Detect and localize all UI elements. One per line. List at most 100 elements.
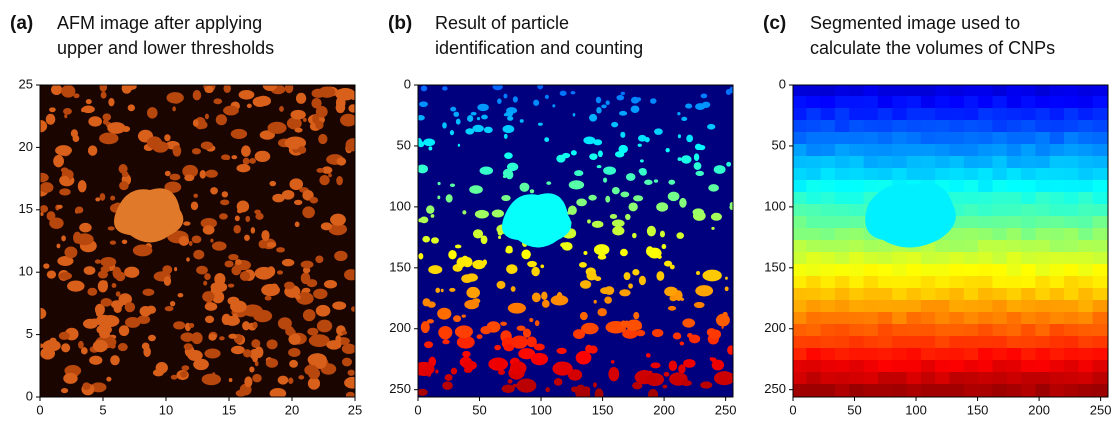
particle [61,343,71,353]
segment [834,240,852,254]
segment [1078,312,1095,326]
particle [667,305,677,311]
particle [645,246,654,257]
particle [533,343,545,351]
particle [603,166,617,175]
particle [619,248,628,257]
particle [674,290,683,301]
segment [834,85,852,98]
particle [552,361,573,376]
segment [1006,192,1024,206]
segment [1049,228,1067,242]
segment [963,216,981,230]
segment [820,156,837,170]
particle [164,134,171,142]
particle [665,147,670,153]
segment [963,252,981,266]
segment [1049,132,1067,146]
segment [892,264,909,278]
particle [693,301,705,309]
segment [1049,192,1067,206]
particle [191,332,203,345]
particle [204,348,221,359]
particle [146,305,157,314]
particle [102,113,112,121]
y-tick-label: 150 [764,259,786,274]
particle [253,309,273,323]
particle [663,260,673,267]
x-tick-label: 200 [1028,402,1050,417]
particle [43,263,50,269]
segment [1035,228,1052,242]
particle [462,210,467,215]
particle [618,144,628,154]
particle [204,85,214,94]
segment [1092,85,1108,98]
segment [834,216,852,230]
segment [1006,108,1024,122]
particle [449,287,456,292]
axes-frame [417,84,734,398]
segment [1021,192,1038,206]
segment [1021,96,1038,110]
particle [264,295,272,301]
particle [288,377,294,384]
particle [110,355,120,366]
segment [949,156,966,170]
segment [1078,204,1095,218]
segment [978,372,995,386]
particle [335,87,355,101]
particle [61,235,66,242]
segment [906,168,923,182]
panel-title: calculate the volumes of CNPs [810,38,1055,58]
particle [506,264,518,274]
particle [645,353,651,358]
particle [541,291,548,300]
segment [992,120,1009,134]
segment [906,360,923,374]
segment [892,144,909,158]
segment [1064,108,1081,122]
particle [173,321,186,330]
particle [315,106,328,118]
segment [906,96,923,110]
segment [1035,360,1052,374]
particle [192,119,199,127]
particle [46,211,56,221]
particle [184,174,195,182]
segment [820,132,837,146]
particle [332,301,347,310]
y-tick-label: 5 [26,326,33,341]
segment [1092,132,1108,146]
particle [288,333,301,345]
segment [949,384,966,397]
segment [992,216,1009,230]
particle [73,93,80,99]
particle [50,85,63,96]
segment [892,252,909,266]
particle [603,177,608,183]
segment [1078,228,1095,242]
particle [630,105,640,114]
particle [593,244,610,256]
segment [820,312,837,326]
segment [978,360,995,374]
particle [553,378,563,386]
segment [1092,216,1108,230]
particle [250,227,256,234]
particle [281,190,295,200]
segment [1064,96,1081,110]
particle [501,384,515,393]
particle [625,173,636,181]
segment [1021,360,1038,374]
segment [935,372,952,386]
y-tick-label: 0 [26,388,33,403]
segment [1049,276,1067,290]
particle [711,226,715,230]
particle [587,219,591,224]
segment [1092,372,1108,386]
particle [418,164,429,174]
particle [255,95,272,107]
particle [202,291,215,303]
segment [1006,288,1024,302]
